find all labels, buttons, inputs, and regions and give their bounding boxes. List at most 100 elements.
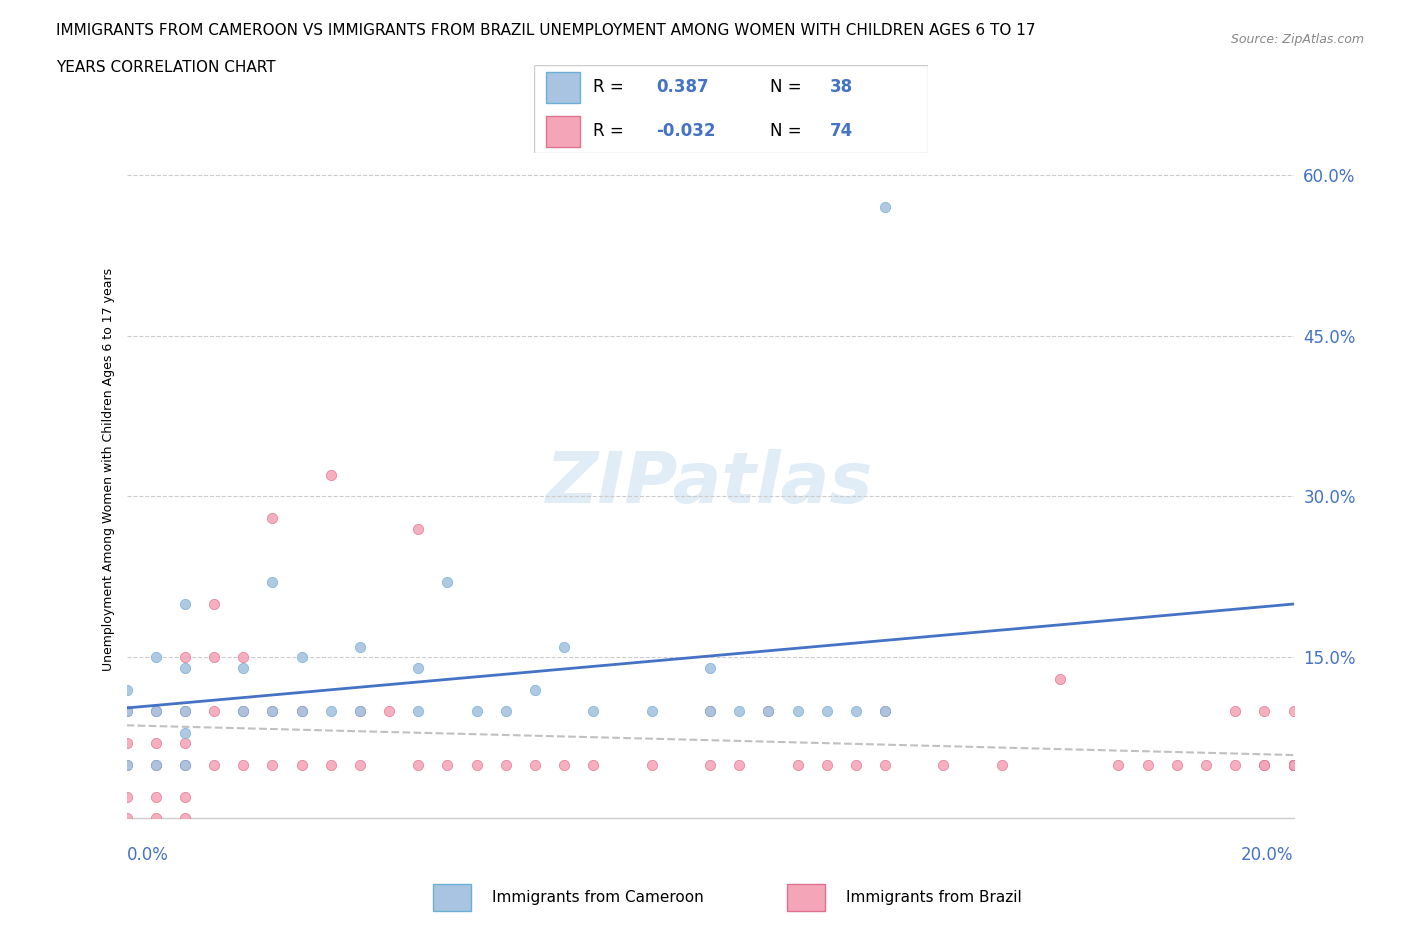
Point — [1282, 704, 1305, 719]
Point — [553, 757, 575, 772]
Text: Immigrants from Cameroon: Immigrants from Cameroon — [492, 890, 704, 905]
Point — [202, 704, 225, 719]
Point — [582, 704, 605, 719]
Point — [232, 704, 254, 719]
Point — [1282, 757, 1305, 772]
Point — [815, 757, 838, 772]
Text: Source: ZipAtlas.com: Source: ZipAtlas.com — [1230, 33, 1364, 46]
Text: R =: R = — [593, 78, 630, 96]
Point — [174, 790, 197, 804]
Point — [262, 704, 284, 719]
Point — [115, 683, 138, 698]
Point — [290, 757, 312, 772]
Point — [699, 704, 721, 719]
Point — [1282, 757, 1305, 772]
Text: 0.387: 0.387 — [657, 78, 709, 96]
Text: -0.032: -0.032 — [657, 123, 716, 140]
Point — [319, 757, 342, 772]
Text: 74: 74 — [830, 123, 853, 140]
Point — [378, 704, 401, 719]
Point — [145, 811, 167, 826]
Text: 0.0%: 0.0% — [127, 846, 169, 864]
Point — [319, 704, 342, 719]
Point — [495, 757, 517, 772]
Point — [524, 683, 547, 698]
Point — [174, 660, 197, 675]
FancyBboxPatch shape — [534, 65, 928, 153]
Point — [553, 639, 575, 654]
Y-axis label: Unemployment Among Women with Children Ages 6 to 17 years: Unemployment Among Women with Children A… — [103, 268, 115, 671]
Point — [232, 704, 254, 719]
Point — [145, 704, 167, 719]
Point — [756, 704, 779, 719]
Point — [728, 704, 751, 719]
Bar — [787, 884, 825, 911]
Text: 20.0%: 20.0% — [1241, 846, 1294, 864]
Point — [262, 511, 284, 525]
Point — [1282, 757, 1305, 772]
Point — [115, 736, 138, 751]
Point — [145, 757, 167, 772]
Point — [524, 757, 547, 772]
Point — [1223, 704, 1246, 719]
Point — [582, 757, 605, 772]
Point — [145, 736, 167, 751]
Bar — [546, 116, 579, 147]
Point — [875, 199, 897, 214]
Point — [202, 757, 225, 772]
Point — [845, 704, 868, 719]
Point — [145, 704, 167, 719]
Text: ZIPatlas: ZIPatlas — [547, 449, 873, 518]
Point — [174, 650, 197, 665]
Point — [174, 757, 197, 772]
Point — [115, 757, 138, 772]
Point — [262, 704, 284, 719]
Text: IMMIGRANTS FROM CAMEROON VS IMMIGRANTS FROM BRAZIL UNEMPLOYMENT AMONG WOMEN WITH: IMMIGRANTS FROM CAMEROON VS IMMIGRANTS F… — [56, 23, 1036, 38]
Point — [408, 757, 430, 772]
Point — [932, 757, 955, 772]
Point — [115, 811, 138, 826]
Point — [174, 757, 197, 772]
Bar — [546, 72, 579, 102]
Point — [875, 704, 897, 719]
Point — [174, 725, 197, 740]
Point — [1049, 671, 1071, 686]
Point — [465, 757, 488, 772]
Point — [232, 757, 254, 772]
Point — [1253, 704, 1275, 719]
Point — [174, 704, 197, 719]
Point — [1282, 757, 1305, 772]
Point — [1282, 757, 1305, 772]
Point — [349, 639, 371, 654]
Point — [408, 704, 430, 719]
Point — [232, 660, 254, 675]
Point — [174, 704, 197, 719]
Point — [1253, 757, 1275, 772]
Point — [145, 790, 167, 804]
Point — [290, 704, 312, 719]
Point — [174, 736, 197, 751]
Point — [1166, 757, 1188, 772]
Point — [786, 757, 808, 772]
Point — [1282, 757, 1305, 772]
Point — [699, 757, 721, 772]
Point — [145, 757, 167, 772]
Point — [1282, 757, 1305, 772]
Point — [436, 757, 458, 772]
Point — [262, 575, 284, 590]
Text: YEARS CORRELATION CHART: YEARS CORRELATION CHART — [56, 60, 276, 75]
Text: R =: R = — [593, 123, 630, 140]
Point — [115, 757, 138, 772]
Text: Immigrants from Brazil: Immigrants from Brazil — [846, 890, 1022, 905]
Point — [115, 704, 138, 719]
Point — [349, 704, 371, 719]
Point — [990, 757, 1012, 772]
Point — [728, 757, 751, 772]
Point — [465, 704, 488, 719]
Point — [115, 790, 138, 804]
Point — [699, 660, 721, 675]
Point — [202, 596, 225, 611]
Point — [290, 650, 312, 665]
Point — [1223, 757, 1246, 772]
Point — [699, 704, 721, 719]
